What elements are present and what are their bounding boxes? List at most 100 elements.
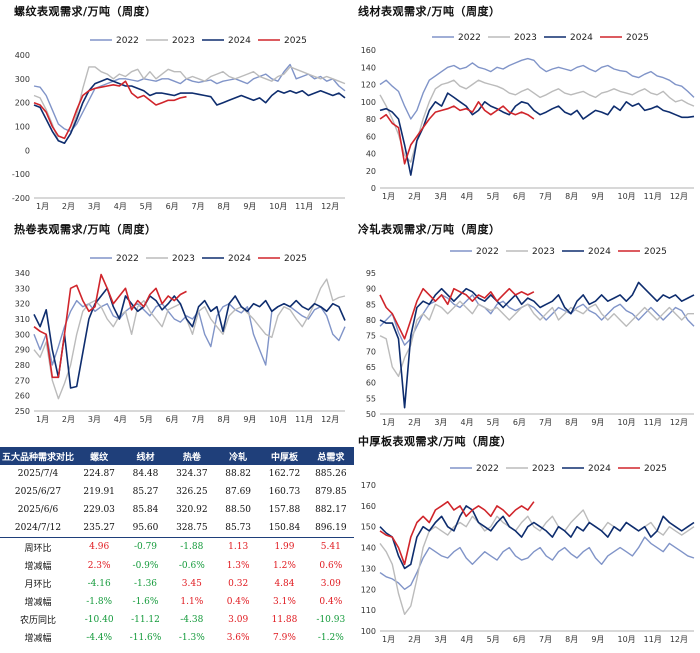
x-tick-label: 3月 bbox=[434, 635, 447, 644]
table-cell: 326.25 bbox=[176, 487, 208, 498]
legend-label-2023: 2023 bbox=[532, 464, 555, 474]
legend-label-2022: 2022 bbox=[476, 247, 499, 257]
x-tick-label: 3月 bbox=[88, 415, 101, 424]
y-tick-label: -100 bbox=[12, 170, 30, 179]
y-tick-label: 140 bbox=[361, 63, 376, 72]
table-row-label: 增减幅 bbox=[24, 562, 52, 573]
table-cell: 87.69 bbox=[225, 487, 252, 498]
x-tick-label: 12月 bbox=[321, 202, 339, 211]
x-tick-label: 12月 bbox=[321, 415, 339, 424]
x-tick-label: 1月 bbox=[382, 418, 395, 427]
wire-series-2022 bbox=[379, 57, 695, 120]
table-cell: 229.03 bbox=[83, 505, 115, 516]
table-cell: -0.9% bbox=[132, 560, 159, 571]
table-cell: -0.79 bbox=[133, 542, 158, 553]
table-cell: 235.27 bbox=[76, 519, 123, 539]
x-tick-label: 2月 bbox=[408, 418, 421, 427]
hotroll-chart: 热卷表观需求/万吨（周度） 2022 2023 2024 2025 250 260 270 2… bbox=[0, 218, 350, 442]
table-cell: -1.2% bbox=[317, 632, 344, 643]
y-tick-label: -200 bbox=[12, 194, 30, 203]
y-tick-label: 65 bbox=[366, 363, 376, 372]
y-tick-label: 60 bbox=[366, 132, 376, 141]
x-tick-label: 8月 bbox=[565, 192, 578, 201]
x-tick-label: 10月 bbox=[269, 202, 287, 211]
x-tick-label: 6月 bbox=[513, 418, 526, 427]
table-row: 周环比 4.96 -0.79 -1.88 1.13 1.99 5.41 bbox=[0, 538, 354, 557]
table-cell: 4.84 bbox=[274, 578, 295, 589]
table-cell: -11.12 bbox=[131, 614, 160, 625]
wire-chart: 线材表观需求/万吨（周度） 2022 2023 2024 2025 0 20 40 60 80 1… bbox=[354, 0, 700, 215]
rebar-chart: 螺纹表观需求/万吨（周度） 2022 2023 2024 2025 -200 -100 0 1… bbox=[0, 0, 350, 215]
legend-label-2022: 2022 bbox=[116, 36, 139, 46]
y-tick-label: 270 bbox=[15, 376, 30, 385]
table-cell: -4.38 bbox=[180, 614, 204, 625]
x-tick-label: 4月 bbox=[114, 415, 127, 424]
x-tick-label: 11月 bbox=[644, 418, 662, 427]
x-tick-label: 3月 bbox=[88, 202, 101, 211]
y-tick-label: 140 bbox=[361, 544, 376, 553]
table-cell: 885.26 bbox=[315, 469, 347, 480]
table-header-row: 五大品种需求对比 螺纹 线材 热卷 冷轧 中厚板 总需求 bbox=[0, 447, 354, 465]
legend-label-2024: 2024 bbox=[570, 33, 593, 43]
table-cell: -1.88 bbox=[180, 542, 204, 553]
table-row: 2025/6/6 229.03 85.84 320.92 88.50 157.88 882.… bbox=[0, 501, 354, 519]
y-tick-label: 110 bbox=[361, 606, 376, 615]
y-tick-label: 310 bbox=[15, 315, 30, 324]
y-tick-label: 200 bbox=[15, 99, 30, 108]
y-tick-label: 70 bbox=[366, 347, 376, 356]
x-tick-label: 8月 bbox=[565, 418, 578, 427]
x-tick-label: 5月 bbox=[140, 202, 153, 211]
medplate-chart-title: 中厚板表观需求/万吨（周度） bbox=[358, 435, 513, 448]
y-tick-label: 0 bbox=[25, 146, 30, 155]
table-cell: 84.48 bbox=[132, 469, 159, 480]
table-cell: 88.82 bbox=[225, 469, 252, 480]
y-tick-label: 80 bbox=[366, 316, 376, 325]
y-tick-label: 40 bbox=[366, 150, 376, 159]
table-header-rebar: 螺纹 bbox=[76, 447, 123, 465]
x-tick-label: 12月 bbox=[670, 418, 688, 427]
y-tick-label: 55 bbox=[366, 394, 376, 403]
medplate-chart-svg: 2022 2023 2024 2025 100 110 120 130 140 150 160 170… bbox=[361, 464, 695, 644]
x-tick-label: 4月 bbox=[461, 635, 474, 644]
table-cell: 7.9% bbox=[273, 632, 296, 643]
y-tick-label: 50 bbox=[366, 410, 376, 419]
rebar-chart-title: 螺纹表观需求/万吨（周度） bbox=[14, 5, 157, 18]
y-tick-label: 20 bbox=[366, 167, 376, 176]
wire-series-2023 bbox=[379, 79, 695, 163]
table-header-coldroll: 冷轧 bbox=[214, 447, 262, 465]
medplate-series-2024 bbox=[379, 505, 695, 570]
y-tick-label: 300 bbox=[15, 330, 30, 339]
legend-label-2024: 2024 bbox=[588, 464, 611, 474]
y-tick-label: 170 bbox=[361, 481, 376, 490]
table-cell: 88.50 bbox=[225, 505, 252, 516]
table-cell: 5.41 bbox=[320, 542, 341, 553]
table-row-label: 2024/7/12 bbox=[0, 519, 76, 539]
x-tick-label: 9月 bbox=[591, 635, 604, 644]
legend-label-2025: 2025 bbox=[626, 33, 649, 43]
table-cell: 324.37 bbox=[176, 469, 208, 480]
x-tick-label: 4月 bbox=[114, 202, 127, 211]
x-tick-label: 10月 bbox=[618, 418, 636, 427]
x-tick-label: 8月 bbox=[217, 202, 230, 211]
table-header-medplate: 中厚板 bbox=[261, 447, 308, 465]
legend-label-2023: 2023 bbox=[172, 254, 195, 264]
x-tick-label: 5月 bbox=[487, 192, 500, 201]
table-header-hotroll: 热卷 bbox=[168, 447, 215, 465]
y-tick-label: 130 bbox=[361, 564, 376, 573]
table-cell: 3.09 bbox=[228, 614, 249, 625]
table-row: 增减幅 -1.8% -1.6% 1.1% 0.4% 3.1% 0.4% bbox=[0, 593, 354, 611]
table-row: 增减幅 -4.4% -11.6% -1.3% 3.6% 7.9% -1.2% bbox=[0, 629, 354, 647]
table-cell: 1.3% bbox=[226, 560, 250, 571]
legend-label-2023: 2023 bbox=[514, 33, 537, 43]
x-tick-label: 1月 bbox=[382, 635, 395, 644]
x-tick-label: 5月 bbox=[487, 418, 500, 427]
table-cell: 2.3% bbox=[87, 560, 111, 571]
y-tick-label: 0 bbox=[371, 184, 376, 193]
x-tick-label: 11月 bbox=[295, 202, 313, 211]
wire-chart-title: 线材表观需求/万吨（周度） bbox=[358, 5, 501, 18]
x-tick-label: 9月 bbox=[243, 415, 256, 424]
y-tick-label: 290 bbox=[15, 346, 30, 355]
y-tick-label: 400 bbox=[15, 51, 30, 60]
table-cell: -1.3% bbox=[178, 632, 205, 643]
coldroll-series-2025 bbox=[379, 287, 535, 340]
